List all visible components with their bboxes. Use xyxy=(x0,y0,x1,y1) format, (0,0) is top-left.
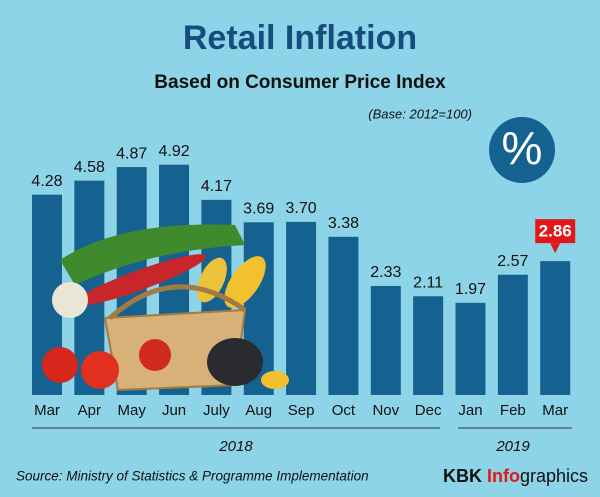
bar xyxy=(328,236,359,395)
x-tick-label: Jan xyxy=(458,402,482,419)
year-label: 2019 xyxy=(495,438,530,455)
value-label: 4.87 xyxy=(116,145,147,162)
brand-part: graphics xyxy=(520,466,588,486)
tomato xyxy=(81,351,119,389)
x-tick-label: Feb xyxy=(500,402,526,419)
x-tick-label: Aug xyxy=(245,402,272,419)
percent-icon-text: % xyxy=(502,122,543,174)
greens xyxy=(60,224,245,285)
eggplant xyxy=(207,338,263,386)
value-label: 4.28 xyxy=(31,173,62,190)
bar xyxy=(455,302,486,395)
percent-icon xyxy=(489,117,555,183)
bar xyxy=(413,296,444,395)
x-tick-label: Mar xyxy=(542,402,568,419)
year-label: 2018 xyxy=(218,438,253,455)
vegetable-basket xyxy=(42,224,289,392)
value-label: 2.33 xyxy=(370,264,401,281)
source: Source: Ministry of Statistics & Program… xyxy=(16,469,369,484)
value-label: 4.92 xyxy=(158,143,189,160)
value-label: 4.58 xyxy=(74,159,105,176)
bar xyxy=(497,274,528,395)
bar xyxy=(370,285,401,395)
x-tick-label: Dec xyxy=(415,402,442,419)
value-label-box xyxy=(535,219,576,244)
value-label: 3.38 xyxy=(328,215,359,232)
value-label: 3.70 xyxy=(286,200,317,217)
corn xyxy=(224,256,266,308)
value-label: 2.11 xyxy=(413,274,443,291)
x-tick-label: Mar xyxy=(34,402,60,419)
value-label: 4.17 xyxy=(201,178,232,195)
x-tick-label: Oct xyxy=(332,402,356,419)
brand-part: Info xyxy=(487,466,520,486)
chart-subtitle: Based on Consumer Price Index xyxy=(154,72,446,93)
x-tick-label: Nov xyxy=(372,402,399,419)
chart-title: Retail Inflation xyxy=(183,19,417,57)
x-tick-label: May xyxy=(118,402,147,419)
tomato xyxy=(139,339,171,371)
brand: KBK Infographics xyxy=(443,466,588,486)
pepper-yellow xyxy=(261,371,289,389)
pepper xyxy=(74,254,206,306)
x-tick-label: Sep xyxy=(288,402,315,419)
value-label: 2.86 xyxy=(539,222,572,241)
basket-handle xyxy=(108,284,247,320)
value-label-pointer xyxy=(550,243,561,254)
cauliflower xyxy=(52,282,88,318)
x-tick-label: Apr xyxy=(78,402,101,419)
brand-part: KBK xyxy=(443,466,487,486)
x-tick-label: July xyxy=(203,402,230,419)
value-label: 2.57 xyxy=(497,253,528,270)
x-tick-label: Jun xyxy=(162,402,186,419)
value-label: 1.97 xyxy=(455,281,486,298)
tomato xyxy=(42,347,78,383)
value-label: 3.69 xyxy=(243,201,274,218)
base-note: (Base: 2012=100) xyxy=(368,106,472,121)
bar xyxy=(540,261,571,395)
bar xyxy=(286,221,317,395)
